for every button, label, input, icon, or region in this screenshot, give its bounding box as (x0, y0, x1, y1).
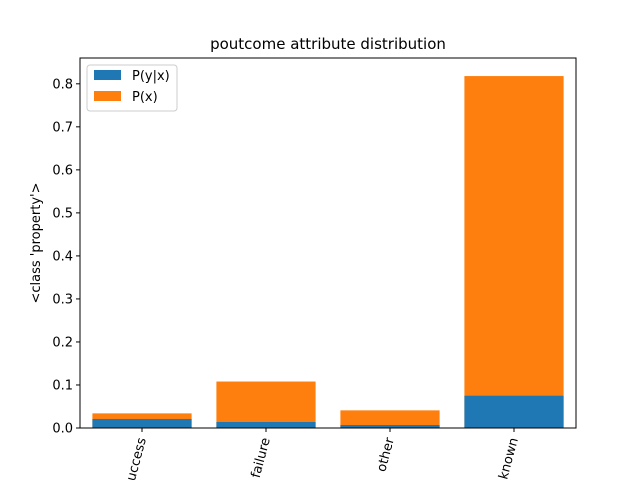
y-tick-label: 0.7 (52, 120, 73, 135)
legend-label: P(y|x) (132, 69, 170, 84)
bars (92, 76, 564, 428)
y-tick-label: 0.3 (52, 292, 73, 307)
y-axis: 0.0 0.1 0.2 0.3 0.4 0.5 0.6 0.7 0.8 (52, 77, 80, 437)
bar-pyx-success (92, 418, 192, 428)
bar-pyx-other (340, 424, 440, 428)
legend: P(y|x) P(x) (86, 64, 178, 112)
y-tick-label: 0.5 (52, 206, 73, 221)
bar-pyx-unknown (464, 395, 564, 428)
y-tick-label: 0.4 (52, 249, 73, 264)
y-tick-label: 0.2 (52, 335, 73, 350)
bar-px-other (340, 410, 440, 428)
y-tick-label: 0.1 (52, 378, 73, 393)
y-axis-label: <class 'property'> (29, 183, 44, 304)
x-tick-label-failure: failure (249, 436, 274, 480)
legend-label: P(x) (132, 90, 158, 105)
x-tick-label-success: success (122, 436, 150, 480)
legend-swatch (94, 70, 121, 80)
legend-swatch (94, 91, 121, 101)
bar-px-unknown (464, 76, 564, 428)
y-tick-label: 0.0 (52, 422, 73, 437)
x-tick-label-other: other (374, 436, 398, 474)
chart-title: poutcome attribute distribution (210, 35, 446, 53)
y-tick-label: 0.8 (52, 77, 73, 92)
x-axis: success failure other unknown (122, 428, 522, 480)
y-tick-label: 0.6 (52, 163, 73, 178)
plot-frame (79, 57, 577, 429)
bar-px-failure (216, 381, 316, 428)
x-tick-label-unknown: unknown (492, 436, 522, 480)
bar-pyx-failure (216, 421, 316, 428)
